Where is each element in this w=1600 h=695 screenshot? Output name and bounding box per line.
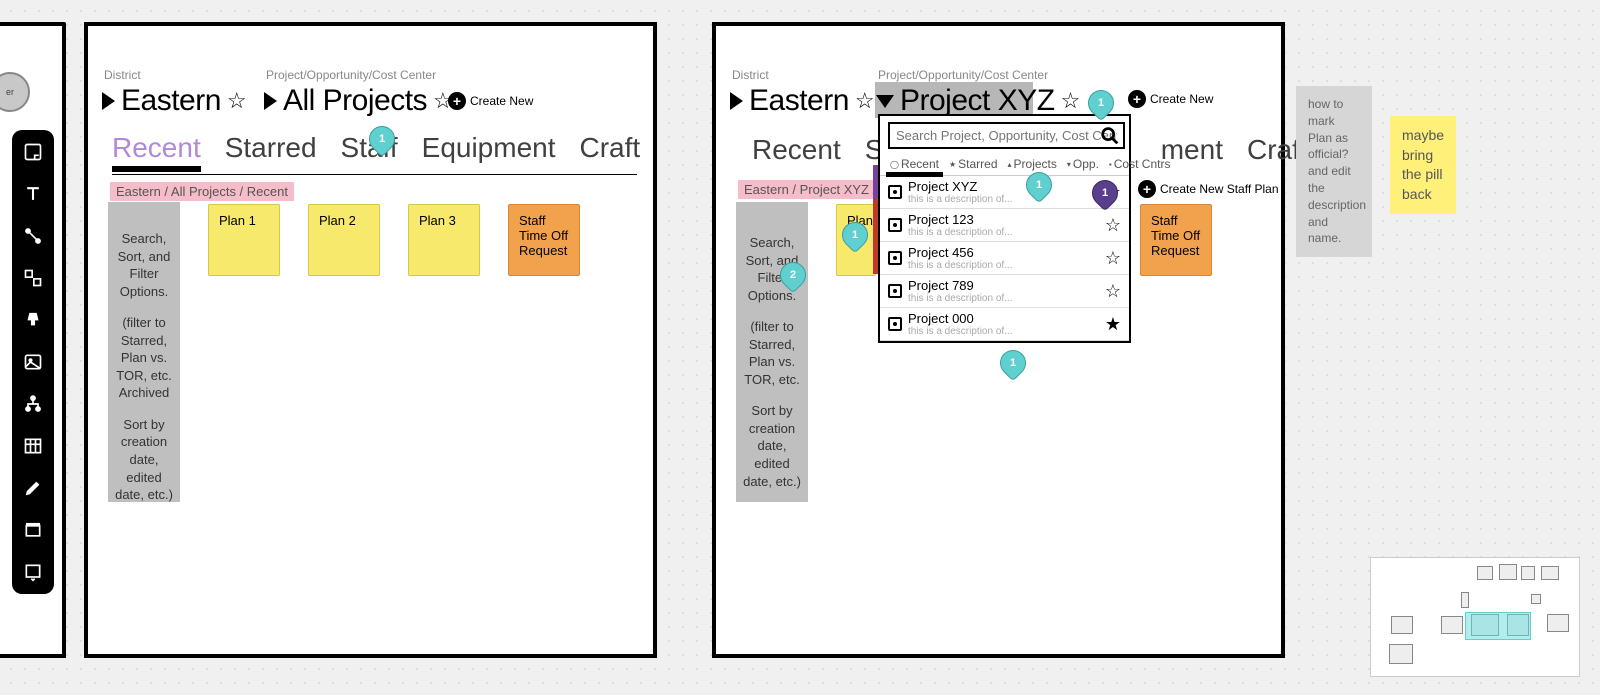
search-input[interactable] [888,122,1125,149]
tab-underline [112,174,637,175]
filter-text-2: (filter to Starred, Plan vs. TOR, etc. [742,318,802,388]
district-star-icon[interactable]: ☆ [227,88,247,114]
ftab-opp[interactable]: ▾Opp. [1063,155,1103,173]
frame-tool[interactable] [21,518,45,542]
project-name[interactable]: All Projects [283,84,427,118]
result-desc: this is a description of... [908,227,1099,238]
ftab-recent[interactable]: ◯Recent [886,155,943,173]
project-expand-icon[interactable] [876,95,894,108]
filter-tabs: ◯Recent ★Starred ▴Projects ▾Opp. ▪Cost C… [880,155,1129,176]
tab-craft[interactable]: Craft [580,132,641,164]
tab-starred[interactable]: Starred [225,132,317,164]
filter-text-3: Sort by creation date, edited date, etc.… [114,416,174,504]
plus-icon: + [1138,180,1156,198]
result-icon [888,317,902,331]
sticky-note-gray[interactable]: how to mark Plan as official? and edit t… [1296,86,1372,257]
more-tool[interactable] [21,560,45,584]
create-new-staff-button[interactable]: + Create New Staff Plan [1138,180,1279,198]
filter-text-1: Search, Sort, and Filter Options. [114,230,174,300]
wireframe-frame-1[interactable]: District Project/Opportunity/Cost Center… [84,22,657,658]
result-title: Project 456 [908,245,1099,260]
tor-card[interactable]: Staff Time Off Request [508,204,580,276]
district-expand-icon[interactable] [730,92,743,110]
text-tool[interactable] [21,182,45,206]
filter-sidebar[interactable]: Search, Sort, and Filter Options. (filte… [736,202,808,502]
create-new-staff-label: Create New Staff Plan [1160,182,1279,196]
result-desc: this is a description of... [908,293,1099,304]
org-chart-tool[interactable] [21,392,45,416]
filter-text-3: Sort by creation date, edited date, etc.… [742,402,802,490]
image-tool[interactable] [21,350,45,374]
result-row[interactable]: Project 789 this is a description of... … [880,275,1129,308]
plan-card[interactable]: Plan 3 [408,204,480,276]
create-new-button[interactable]: + Create New [1128,90,1213,108]
minimap[interactable] [1370,557,1580,677]
district-label: District [732,68,769,82]
result-title: Project 123 [908,212,1099,227]
connector-tool[interactable] [21,224,45,248]
ftab-projects[interactable]: ▴Projects [1004,155,1061,173]
result-desc: this is a description of... [908,260,1099,271]
sticky-note-yellow[interactable]: maybe bring the pill back [1390,116,1456,214]
result-title: Project 000 [908,311,1099,326]
project-star-icon[interactable]: ☆ [1061,88,1081,114]
district-name[interactable]: Eastern [749,84,849,118]
result-desc: this is a description of... [908,326,1099,337]
result-title: Project 789 [908,278,1099,293]
result-icon [888,185,902,199]
pocc-label: Project/Opportunity/Cost Center [266,68,436,82]
create-new-label: Create New [470,94,533,108]
results-list: Project XYZ this is a description of... … [880,176,1129,341]
result-star-icon[interactable]: ☆ [1105,215,1121,236]
result-star-icon[interactable]: ☆ [1105,281,1121,302]
search-icon[interactable] [1099,125,1121,147]
pen-tool[interactable] [21,476,45,500]
sticky-note-tool[interactable] [21,140,45,164]
table-tool[interactable] [21,434,45,458]
result-star-icon[interactable]: ★ [1105,314,1121,335]
tab-equipment[interactable]: Equipment [422,132,556,164]
project-name[interactable]: Project XYZ [900,84,1055,118]
breadcrumb-pill[interactable]: Eastern / All Projects / Recent [110,182,294,201]
plan-card[interactable]: Plan 1 [208,204,280,276]
district-name[interactable]: Eastern [121,84,221,118]
result-row[interactable]: Project 000 this is a description of... … [880,308,1129,341]
result-title: Project XYZ [908,179,1099,194]
plan-card[interactable]: Plan 2 [308,204,380,276]
create-new-button[interactable]: + Create New [448,92,533,110]
district-expand-icon[interactable] [102,92,115,110]
result-row[interactable]: Project 123 this is a description of... … [880,209,1129,242]
result-desc: this is a description of... [908,194,1099,205]
tab-recent[interactable]: Recent [752,134,841,166]
left-toolbar [12,130,54,594]
ftab-starred[interactable]: ★Starred [945,155,1002,173]
plus-icon: + [448,92,466,110]
result-icon [888,218,902,232]
project-dropdown: ◯Recent ★Starred ▴Projects ▾Opp. ▪Cost C… [878,114,1131,343]
create-new-label: Create New [1150,92,1213,106]
result-star-icon[interactable]: ☆ [1105,248,1121,269]
plus-icon: + [1128,90,1146,108]
filter-text-2: (filter to Starred, Plan vs. TOR, etc. A… [114,314,174,402]
result-icon [888,251,902,265]
shapes-tool[interactable] [21,266,45,290]
project-expand-icon[interactable] [264,92,277,110]
tor-card[interactable]: Staff Time Off Request [1140,204,1212,276]
district-star-icon[interactable]: ☆ [855,88,875,114]
pocc-label: Project/Opportunity/Cost Center [878,68,1048,82]
result-icon [888,284,902,298]
stamp-tool[interactable] [21,308,45,332]
district-label: District [104,68,141,82]
filter-sidebar[interactable]: Search, Sort, and Filter Options. (filte… [108,202,180,502]
result-row[interactable]: Project 456 this is a description of... … [880,242,1129,275]
tab-recent[interactable]: Recent [112,132,201,164]
ftab-cost[interactable]: ▪Cost Cntrs [1105,155,1175,173]
